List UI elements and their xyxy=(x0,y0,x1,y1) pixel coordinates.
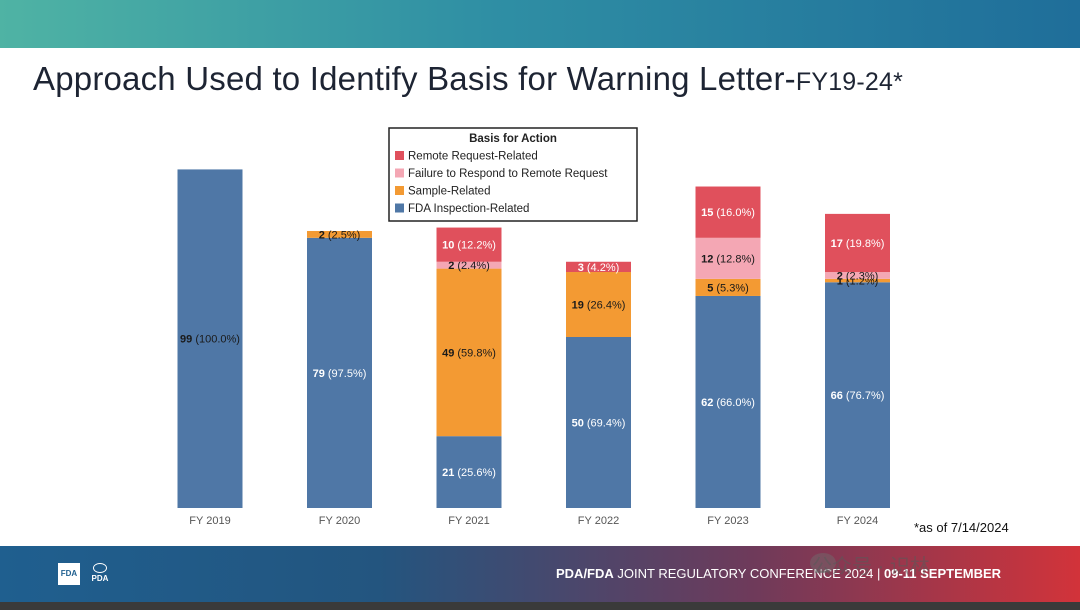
legend-title: Basis for Action xyxy=(469,133,557,145)
bar-segment-fda-inspection-related xyxy=(177,169,243,509)
bar-segment-sample-related xyxy=(566,272,631,337)
bar-segment-fda-inspection-related xyxy=(436,436,502,508)
x-tick-label: FY 2022 xyxy=(578,515,619,527)
bar-segment-remote-request-related xyxy=(695,186,761,238)
slide-title: Approach Used to Identify Basis for Warn… xyxy=(33,60,903,98)
bar-segment-sample-related xyxy=(436,268,502,437)
conference-title: PDA/FDA JOINT REGULATORY CONFERENCE 2024… xyxy=(556,566,1001,581)
pda-logo: PDA xyxy=(88,563,112,585)
stacked-bar-chart: 99 (100.0%) FY 2019 79 (97.5%) 2 (2.5%) FY 2… xyxy=(177,127,890,527)
legend-swatch xyxy=(395,186,404,195)
data-label: 2 (2.4%) xyxy=(448,260,490,272)
title-suffix: FY19-24* xyxy=(795,68,904,96)
data-label: 17 (19.8%) xyxy=(831,238,885,250)
pda-logo-text: PDA xyxy=(91,574,109,583)
x-tick-label: FY 2023 xyxy=(707,515,748,527)
data-label: 62 (66.0%) xyxy=(701,397,755,409)
data-label: 12 (12.8%) xyxy=(701,253,755,265)
legend-item: Failure to Respond to Remote Request xyxy=(408,168,608,180)
title-main: Approach Used to Identify Basis for Warn… xyxy=(33,60,796,97)
bar-segment-failure-to-respond-to-remote-request xyxy=(695,237,761,279)
x-tick-label: FY 2024 xyxy=(837,515,878,527)
conference-name: JOINT REGULATORY CONFERENCE 2024 | xyxy=(613,566,884,581)
bar-segment-fda-inspection-related xyxy=(825,282,890,508)
legend-item: Sample-Related xyxy=(408,186,490,198)
globe-icon xyxy=(93,563,107,573)
legend-swatch xyxy=(395,203,404,213)
data-label: 49 (59.8%) xyxy=(442,347,496,359)
wechat-icon xyxy=(810,553,836,573)
fda-logo: FDA xyxy=(58,563,80,585)
bar-segment-sample-related xyxy=(307,230,372,238)
conference-org: PDA/FDA xyxy=(556,566,614,581)
data-label: 2 (2.3%) xyxy=(837,270,879,282)
legend-item: Remote Request-Related xyxy=(408,151,538,163)
data-label: 2 (2.5%) xyxy=(319,229,361,241)
bar-segment-failure-to-respond-to-remote-request xyxy=(825,272,890,279)
footnote: *as of 7/14/2024 xyxy=(914,520,1009,535)
legend-item: FDA Inspection-Related xyxy=(408,203,529,215)
data-label: 21 (25.6%) xyxy=(442,467,496,479)
x-tick-label: FY 2019 xyxy=(189,515,230,527)
bar-segment-fda-inspection-related xyxy=(307,237,372,508)
bottom-strip xyxy=(0,602,1080,610)
bar-segment-fda-inspection-related xyxy=(566,337,631,508)
x-tick-label: FY 2020 xyxy=(319,515,360,527)
legend-box xyxy=(388,127,638,222)
conference-dates: 09-11 SEPTEMBER xyxy=(883,566,1002,581)
data-label: 10 (12.2%) xyxy=(442,240,496,252)
bar-segment-failure-to-respond-to-remote-request xyxy=(436,261,502,269)
legend-swatch xyxy=(395,151,404,160)
data-label: 66 (76.7%) xyxy=(831,390,885,402)
bar-segment-remote-request-related xyxy=(825,213,890,273)
bar-segment-sample-related xyxy=(695,278,761,296)
legend-swatch xyxy=(395,168,404,178)
data-label: 99 (100.0%) xyxy=(180,334,240,346)
bottom-band xyxy=(0,546,1080,602)
data-label: 50 (69.4%) xyxy=(572,418,626,430)
bar-segment-remote-request-related xyxy=(566,261,631,273)
bar-segment-remote-request-related xyxy=(436,227,502,262)
x-tick-label: FY 2021 xyxy=(448,515,489,527)
data-label: 79 (97.5%) xyxy=(313,368,367,380)
data-label: 5 (5.3%) xyxy=(707,282,749,294)
top-band xyxy=(0,0,1080,48)
bar-segment-sample-related xyxy=(825,278,890,283)
watermark: 公众号 · 识林 xyxy=(812,556,930,578)
data-label: 3 (4.2%) xyxy=(578,262,620,274)
data-label: 19 (26.4%) xyxy=(572,300,626,312)
bar-segment-fda-inspection-related xyxy=(695,295,761,508)
data-label: 15 (16.0%) xyxy=(701,207,755,219)
